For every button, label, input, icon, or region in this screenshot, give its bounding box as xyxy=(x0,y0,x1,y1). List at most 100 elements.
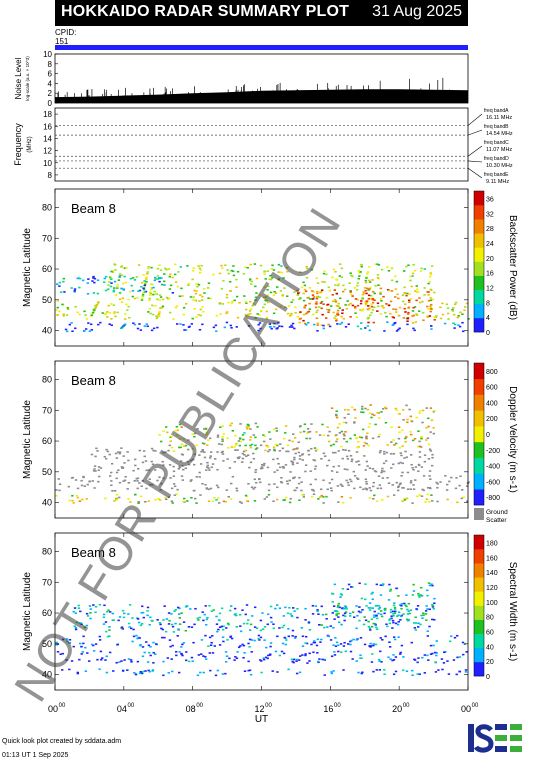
data-cell xyxy=(274,308,278,311)
data-cell xyxy=(429,478,432,480)
data-cell xyxy=(222,280,225,282)
data-cell xyxy=(315,431,318,433)
data-cell xyxy=(368,281,372,283)
data-cell xyxy=(62,277,66,280)
data-cell xyxy=(386,477,389,479)
data-cell xyxy=(337,604,340,607)
data-cell xyxy=(362,291,365,293)
data-cell xyxy=(433,602,436,605)
data-cell xyxy=(224,672,227,675)
data-cell xyxy=(333,618,336,620)
data-cell xyxy=(278,449,282,452)
data-cell xyxy=(245,455,248,458)
data-cell xyxy=(459,311,462,314)
data-cell xyxy=(247,313,250,316)
data-cell xyxy=(400,615,403,618)
data-cell xyxy=(347,583,351,586)
data-cell xyxy=(423,654,427,656)
data-cell xyxy=(122,288,126,290)
data-cell xyxy=(124,475,127,478)
data-cell xyxy=(418,412,421,414)
data-cell xyxy=(360,263,363,266)
data-cell xyxy=(133,279,137,281)
data-cell xyxy=(429,407,433,409)
data-cell xyxy=(349,612,352,615)
data-cell xyxy=(159,269,163,272)
data-cell xyxy=(158,622,162,624)
data-cell xyxy=(74,305,77,308)
data-cell xyxy=(463,643,467,645)
data-cell xyxy=(420,495,424,497)
footer-timestamp: 01:13 UT 1 Sep 2025 xyxy=(2,752,69,759)
data-cell xyxy=(425,498,429,500)
data-cell xyxy=(355,451,359,453)
data-cell xyxy=(148,478,151,481)
data-cell xyxy=(201,448,204,451)
data-cell xyxy=(322,495,325,498)
data-cell xyxy=(357,460,360,462)
data-cell xyxy=(115,499,118,501)
data-cell xyxy=(304,470,307,473)
data-cell xyxy=(238,437,242,440)
data-cell xyxy=(351,458,354,461)
data-cell xyxy=(429,307,433,309)
data-cell xyxy=(133,493,137,496)
data-cell xyxy=(156,278,160,280)
data-cell xyxy=(195,290,198,292)
data-cell xyxy=(409,297,413,300)
data-cell xyxy=(282,277,285,279)
data-cell xyxy=(234,449,237,451)
data-cell xyxy=(422,319,425,322)
data-cell xyxy=(318,306,321,308)
data-cell xyxy=(226,437,229,440)
data-cell xyxy=(174,429,178,432)
lat-ytick-label: 80 xyxy=(42,374,52,384)
data-cell xyxy=(153,290,156,293)
data-cell xyxy=(346,588,350,591)
data-cell xyxy=(272,458,275,461)
data-cell xyxy=(174,622,177,625)
freq-band-name: freq bandE xyxy=(484,172,509,178)
data-cell xyxy=(362,445,366,447)
data-cell xyxy=(321,613,325,616)
data-cell xyxy=(343,288,347,291)
data-cell xyxy=(197,314,200,316)
data-cell xyxy=(76,671,79,674)
data-cell xyxy=(127,298,130,301)
data-cell xyxy=(290,314,293,316)
colorbar-frame xyxy=(473,534,485,677)
data-cell xyxy=(426,437,430,439)
data-cell xyxy=(382,450,386,453)
data-cell xyxy=(134,673,138,676)
data-cell xyxy=(142,616,145,619)
data-cell xyxy=(244,449,248,452)
data-cell xyxy=(456,316,460,319)
data-cell xyxy=(201,306,204,308)
data-cell xyxy=(249,436,252,439)
data-cell xyxy=(395,481,398,484)
data-cell xyxy=(372,670,375,673)
data-cell xyxy=(222,433,225,435)
data-cell xyxy=(293,291,296,293)
data-cell xyxy=(364,327,367,329)
data-cell xyxy=(350,460,353,463)
data-cell xyxy=(94,470,97,472)
data-cell xyxy=(156,298,159,301)
data-cell xyxy=(193,489,196,492)
data-cell xyxy=(268,278,271,281)
data-cell xyxy=(316,282,320,285)
plot-date: 31 Aug 2025 xyxy=(372,3,462,20)
data-cell xyxy=(182,306,186,309)
data-cell xyxy=(185,659,188,662)
data-cell xyxy=(92,604,95,606)
data-cell xyxy=(383,673,386,675)
colorbar-tick-label: 8 xyxy=(486,300,490,307)
data-cell xyxy=(383,669,386,671)
data-cell xyxy=(78,642,82,645)
data-cell xyxy=(146,610,149,612)
data-cell xyxy=(418,301,422,304)
data-cell xyxy=(106,311,109,313)
freq-band-value: 16.11 MHz xyxy=(486,115,512,121)
freq-band-value: 9.11 MHz xyxy=(486,179,509,185)
cpid-value: 151 xyxy=(55,37,69,46)
